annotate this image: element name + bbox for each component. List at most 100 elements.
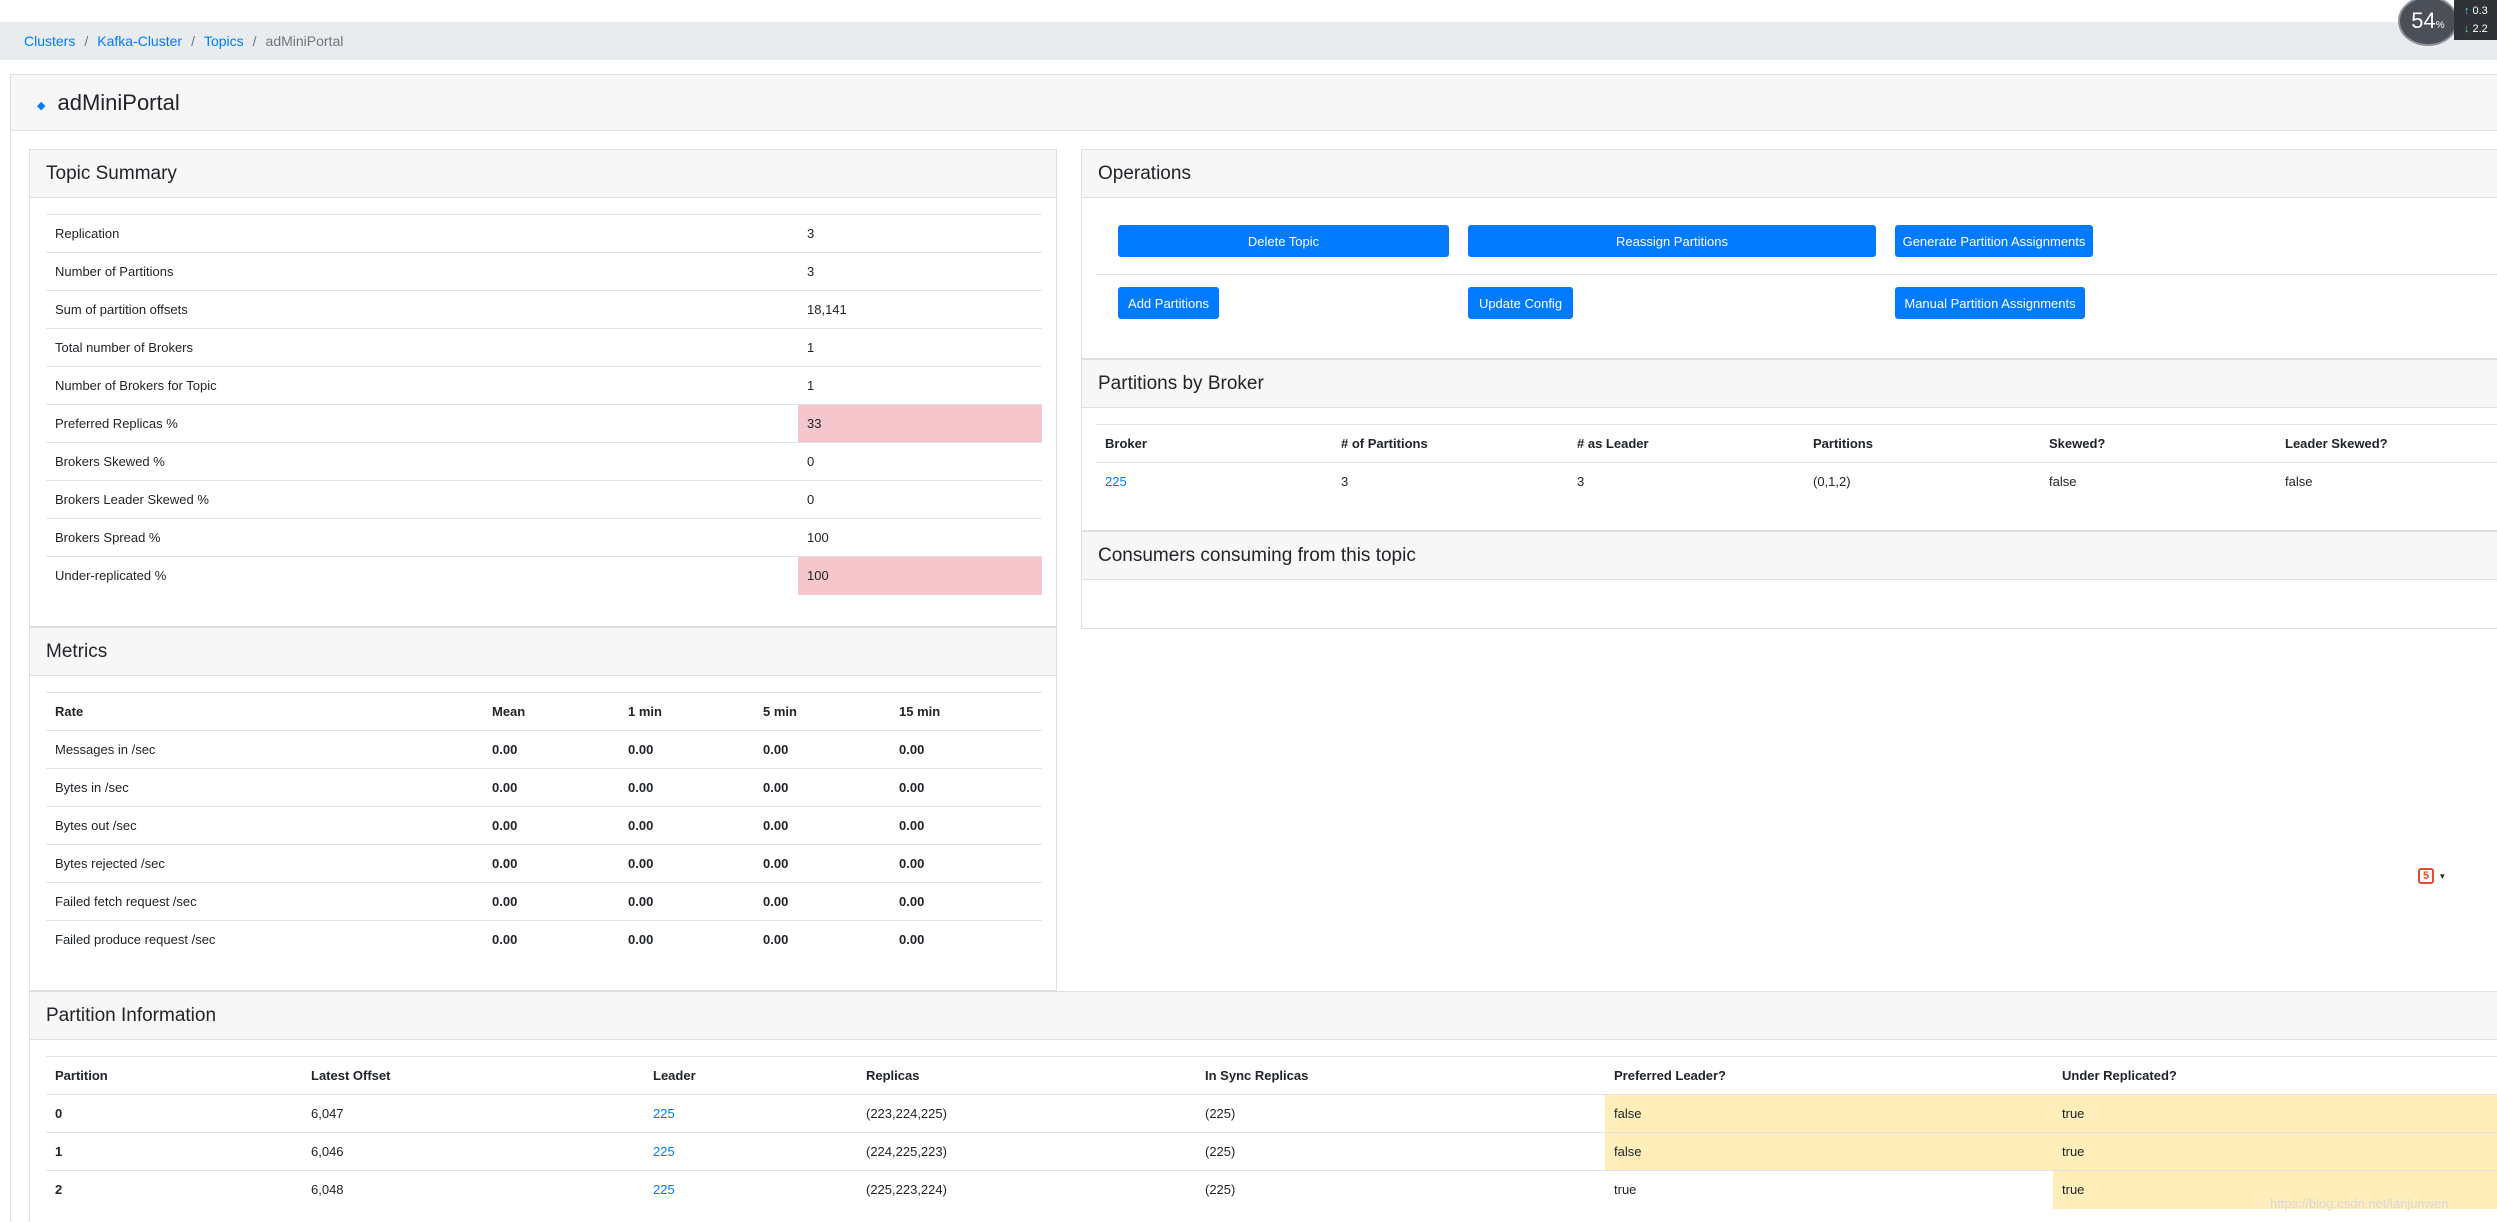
partition-information-card: Partition Information Partition Latest Of… xyxy=(29,991,2497,1222)
topic-page: ◆ adMiniPortal Topic Summary Replication… xyxy=(10,74,2497,1222)
topic-summary-title: Topic Summary xyxy=(30,150,1056,198)
summary-row: Under-replicated % 100 xyxy=(46,556,1042,595)
cpu-percent-unit: % xyxy=(2435,19,2445,31)
pbb-header: Partitions xyxy=(1804,424,2040,463)
download-speed: 2.2 xyxy=(2472,23,2488,35)
partition-info-header: In Sync Replicas xyxy=(1196,1056,1605,1095)
replicas-cell: (224,225,223) xyxy=(857,1132,1196,1171)
page-header: ◆ adMiniPortal xyxy=(11,75,2497,131)
summary-label: Brokers Leader Skewed % xyxy=(46,480,798,519)
breadcrumb-separator: / xyxy=(84,33,89,49)
metrics-header: Rate xyxy=(46,692,483,731)
consumers-card: Consumers consuming from this topic xyxy=(1081,531,2497,629)
summary-value: 1 xyxy=(798,366,1042,405)
upload-arrow-icon: ↑ xyxy=(2464,5,2470,17)
metric-value: 0.00 xyxy=(619,920,754,959)
broker-link[interactable]: 225 xyxy=(1105,474,1127,490)
metrics-header: 15 min xyxy=(890,692,1042,731)
summary-label: Total number of Brokers xyxy=(46,328,798,367)
metric-value: 0.00 xyxy=(619,882,754,921)
network-speed-widget[interactable]: 54% ↑ 0.3 ↓ 2.2 xyxy=(2398,0,2497,46)
metric-value: 0.00 xyxy=(890,920,1042,959)
leader-broker-link[interactable]: 225 xyxy=(653,1182,675,1198)
summary-value: 100 xyxy=(798,556,1042,595)
upload-speed: 0.3 xyxy=(2472,5,2488,17)
metric-value: 0.00 xyxy=(483,730,619,769)
metric-value: 0.00 xyxy=(754,730,890,769)
cpu-usage-indicator[interactable]: 54% xyxy=(2398,0,2458,46)
back-arrow-icon[interactable]: ◆ xyxy=(37,100,46,112)
metric-label: Failed fetch request /sec xyxy=(46,882,483,921)
add-partitions-button[interactable]: Add Partitions xyxy=(1118,287,1219,319)
summary-row: Number of Brokers for Topic 1 xyxy=(46,366,1042,405)
breadcrumb-clusters[interactable]: Clusters xyxy=(24,33,76,49)
metric-value: 0.00 xyxy=(483,768,619,807)
summary-value: 18,141 xyxy=(798,290,1042,329)
download-arrow-icon: ↓ xyxy=(2464,23,2470,35)
operations-title: Operations xyxy=(1082,150,2497,198)
partition-info-header: Leader xyxy=(644,1056,857,1095)
metric-value: 0.00 xyxy=(483,920,619,959)
breadcrumb-topics[interactable]: Topics xyxy=(203,33,244,49)
metrics-row: Messages in /sec 0.00 0.00 0.00 0.00 xyxy=(46,730,1042,769)
under-replicated-cell: true xyxy=(2053,1094,2497,1133)
partition-row: 1 6,046 225 (224,225,223) (225) false true xyxy=(46,1132,2497,1171)
operations-divider xyxy=(1096,274,2497,275)
partition-id-cell: 0 xyxy=(46,1094,302,1133)
reassign-partitions-button[interactable]: Reassign Partitions xyxy=(1468,225,1876,257)
partition-info-header: Partition xyxy=(46,1056,302,1095)
metric-value: 0.00 xyxy=(483,806,619,845)
breadcrumb-cluster[interactable]: Kafka-Cluster xyxy=(97,33,183,49)
in-sync-replicas-cell: (225) xyxy=(1196,1170,1605,1209)
operations-card: Operations Delete Topic Reassign Partiti… xyxy=(1081,149,2497,359)
consumers-title: Consumers consuming from this topic xyxy=(1082,532,2497,580)
leader-cell: 225 xyxy=(644,1094,857,1133)
metric-value: 0.00 xyxy=(754,920,890,959)
latest-offset-cell: 6,048 xyxy=(302,1170,644,1209)
update-config-button[interactable]: Update Config xyxy=(1468,287,1573,319)
metric-value: 0.00 xyxy=(483,882,619,921)
breadcrumb: Clusters / Kafka-Cluster / Topics / adMi… xyxy=(0,22,2497,60)
summary-row: Sum of partition offsets 18,141 xyxy=(46,290,1042,329)
side-extension-widget[interactable]: 5 ▾ xyxy=(2418,868,2445,884)
summary-row: Preferred Replicas % 33 xyxy=(46,404,1042,443)
metrics-title: Metrics xyxy=(30,628,1056,676)
html5-icon[interactable]: 5 xyxy=(2418,868,2434,884)
summary-value: 33 xyxy=(798,404,1042,443)
metric-value: 0.00 xyxy=(619,768,754,807)
as-leader-cell: 3 xyxy=(1568,462,1804,501)
partition-id-cell: 2 xyxy=(46,1170,302,1209)
metrics-table: Rate Mean 1 min 5 min 15 min Messages in /se… xyxy=(46,692,1042,959)
partition-row: 0 6,047 225 (223,224,225) (225) false true xyxy=(46,1094,2497,1133)
summary-row: Total number of Brokers 1 xyxy=(46,328,1042,367)
summary-row: Brokers Skewed % 0 xyxy=(46,442,1042,481)
summary-value: 0 xyxy=(798,480,1042,519)
under-replicated-cell: true xyxy=(2053,1132,2497,1171)
leader-broker-link[interactable]: 225 xyxy=(653,1106,675,1121)
generate-partition-assignments-button[interactable]: Generate Partition Assignments xyxy=(1895,225,2093,257)
caret-down-icon[interactable]: ▾ xyxy=(2440,870,2445,881)
summary-value: 3 xyxy=(798,214,1042,253)
metric-value: 0.00 xyxy=(754,806,890,845)
leader-broker-link[interactable]: 225 xyxy=(653,1144,675,1159)
metric-value: 0.00 xyxy=(754,844,890,883)
metrics-row: Bytes in /sec 0.00 0.00 0.00 0.00 xyxy=(46,768,1042,807)
summary-label: Sum of partition offsets xyxy=(46,290,798,329)
pbb-header: # of Partitions xyxy=(1332,424,1568,463)
metrics-header: 1 min xyxy=(619,692,754,731)
speed-readout: ↑ 0.3 ↓ 2.2 xyxy=(2454,0,2497,40)
metric-value: 0.00 xyxy=(890,806,1042,845)
preferred-leader-cell: false xyxy=(1605,1132,2053,1171)
summary-label: Number of Partitions xyxy=(46,252,798,291)
leader-cell: 225 xyxy=(644,1132,857,1171)
delete-topic-button[interactable]: Delete Topic xyxy=(1118,225,1449,257)
metric-value: 0.00 xyxy=(483,844,619,883)
metric-label: Failed produce request /sec xyxy=(46,920,483,959)
in-sync-replicas-cell: (225) xyxy=(1196,1094,1605,1133)
summary-value: 0 xyxy=(798,442,1042,481)
manual-partition-assignments-button[interactable]: Manual Partition Assignments xyxy=(1895,287,2085,319)
summary-row: Brokers Spread % 100 xyxy=(46,518,1042,557)
partition-info-header: Latest Offset xyxy=(302,1056,644,1095)
summary-value: 100 xyxy=(798,518,1042,557)
metrics-header: Mean xyxy=(483,692,619,731)
